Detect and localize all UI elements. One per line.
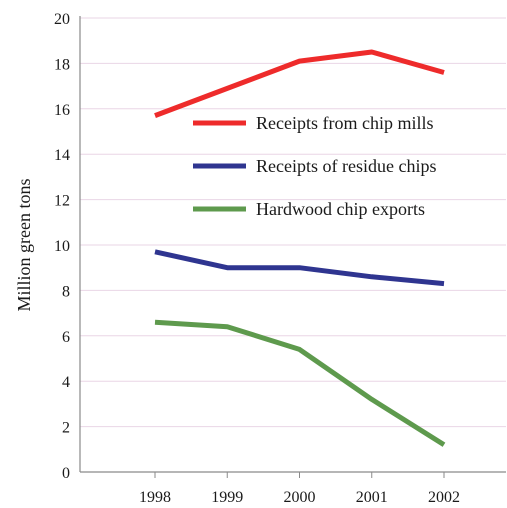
y-tick-label-4: 4 <box>62 374 70 391</box>
y-tick-label-20: 20 <box>54 11 70 28</box>
y-tick-label-10: 10 <box>54 238 70 255</box>
series-lines <box>154 49 446 447</box>
x-tick-label-1999: 1999 <box>211 489 243 506</box>
legend: Receipts from chip mills Receipts of resi… <box>193 113 436 219</box>
x-tick-label-2000: 2000 <box>284 489 316 506</box>
y-tick-label-18: 18 <box>54 56 70 73</box>
legend-label-2: Receipts of residue chips <box>256 156 436 176</box>
x-tick-label-1998: 1998 <box>139 489 171 506</box>
legend-label-1: Receipts from chip mills <box>256 113 433 133</box>
legend-label-3: Hardwood chip exports <box>256 199 425 219</box>
axes <box>79 16 506 478</box>
y-tick-labels: 0 2 4 6 8 10 12 14 16 18 20 <box>54 11 70 482</box>
y-tick-label-14: 14 <box>54 147 70 164</box>
y-tick-label-12: 12 <box>54 193 70 210</box>
x-tick-labels: 1998 1999 2000 2001 2002 <box>139 489 460 506</box>
series-line-1 <box>154 49 445 118</box>
y-tick-label-16: 16 <box>54 102 70 119</box>
y-tick-label-6: 6 <box>62 329 70 346</box>
x-tick-label-2001: 2001 <box>356 489 388 506</box>
grid-lines <box>80 17 506 428</box>
y-axis-title: Million green tons <box>14 179 34 312</box>
series-line-2 <box>154 249 445 287</box>
y-tick-label-0: 0 <box>62 465 70 482</box>
x-tick-label-2002: 2002 <box>428 489 460 506</box>
series-line-3 <box>154 319 446 447</box>
y-tick-label-2: 2 <box>62 420 70 437</box>
y-tick-label-8: 8 <box>62 283 70 300</box>
